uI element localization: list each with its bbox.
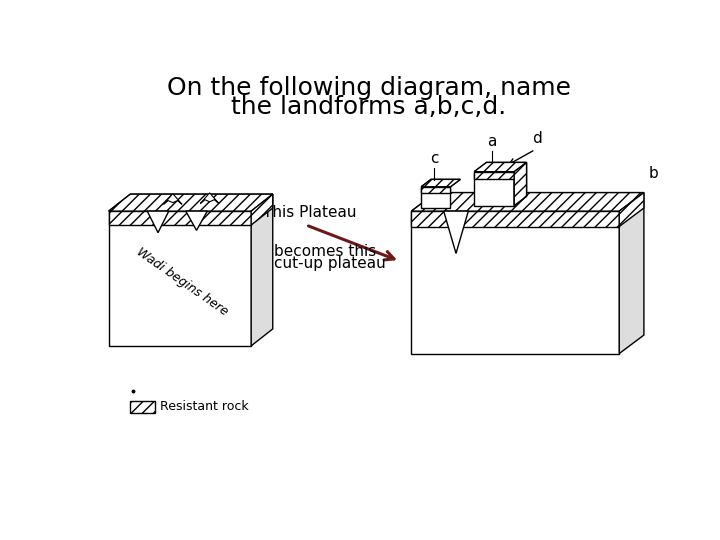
Polygon shape	[514, 163, 526, 206]
Polygon shape	[163, 194, 182, 204]
Text: a: a	[487, 133, 497, 148]
Text: Resistant rock: Resistant rock	[160, 400, 248, 413]
Polygon shape	[109, 211, 251, 225]
Text: the landforms a,b,c,d.: the landforms a,b,c,d.	[231, 95, 507, 119]
Text: This Plateau: This Plateau	[263, 205, 356, 220]
Polygon shape	[130, 401, 155, 413]
Polygon shape	[421, 179, 460, 187]
Polygon shape	[411, 211, 619, 354]
Polygon shape	[411, 211, 619, 226]
Polygon shape	[421, 179, 460, 187]
Polygon shape	[421, 187, 451, 193]
Polygon shape	[186, 211, 207, 231]
Polygon shape	[474, 172, 514, 179]
Polygon shape	[411, 193, 644, 211]
Polygon shape	[251, 194, 273, 346]
Polygon shape	[411, 193, 644, 211]
Polygon shape	[200, 193, 219, 204]
Polygon shape	[444, 211, 468, 253]
Polygon shape	[619, 193, 644, 354]
Polygon shape	[109, 194, 273, 211]
Polygon shape	[251, 194, 273, 225]
Text: c: c	[430, 151, 438, 166]
Polygon shape	[619, 193, 644, 226]
Polygon shape	[421, 187, 451, 208]
Text: becomes this: becomes this	[274, 244, 377, 259]
Text: Wadi begins here: Wadi begins here	[135, 246, 231, 319]
Text: b: b	[648, 166, 658, 181]
Text: cut-up plateau: cut-up plateau	[274, 256, 386, 271]
Polygon shape	[109, 194, 273, 211]
Polygon shape	[148, 211, 168, 233]
Polygon shape	[514, 163, 526, 206]
Polygon shape	[474, 163, 526, 172]
Polygon shape	[474, 172, 514, 206]
Text: On the following diagram, name: On the following diagram, name	[167, 76, 571, 100]
Polygon shape	[109, 211, 251, 346]
Text: d: d	[532, 131, 541, 146]
Polygon shape	[474, 163, 526, 172]
